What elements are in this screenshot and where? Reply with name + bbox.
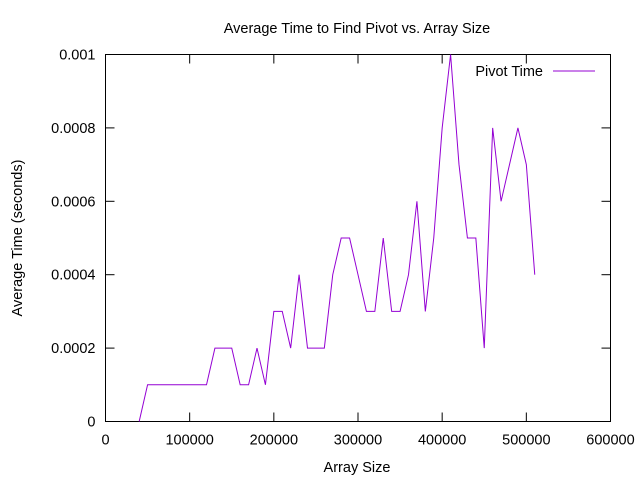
y-tick-label: 0.0008 xyxy=(51,121,95,137)
y-tick-label: 0 xyxy=(87,415,95,431)
plot-frame xyxy=(105,54,611,422)
legend-label: Pivot Time xyxy=(475,64,543,80)
y-axis: 0 0.0002 0.0004 0.0006 0.0008 0.001 xyxy=(51,48,611,431)
x-axis: 0 100000 200000 300000 400000 500000 600000 xyxy=(101,54,635,449)
x-tick-label: 300000 xyxy=(334,433,382,449)
x-tick-label: 200000 xyxy=(250,433,298,449)
chart-title: Average Time to Find Pivot vs. Array Siz… xyxy=(224,21,490,37)
x-axis-label: Array Size xyxy=(324,460,391,476)
legend: Pivot Time xyxy=(475,64,595,80)
y-tick-label: 0.001 xyxy=(59,48,95,64)
y-tick-label: 0.0002 xyxy=(51,341,95,357)
x-tick-label: 0 xyxy=(101,433,109,449)
series-line xyxy=(138,54,536,422)
series-layer xyxy=(138,54,536,422)
y-tick-label: 0.0006 xyxy=(51,194,95,210)
x-tick-label: 500000 xyxy=(502,433,550,449)
x-tick-label: 400000 xyxy=(418,433,466,449)
x-tick-label: 600000 xyxy=(586,433,634,449)
y-tick-label: 0.0004 xyxy=(51,268,95,284)
x-tick-label: 100000 xyxy=(165,433,213,449)
y-axis-label: Average Time (seconds) xyxy=(10,160,26,317)
